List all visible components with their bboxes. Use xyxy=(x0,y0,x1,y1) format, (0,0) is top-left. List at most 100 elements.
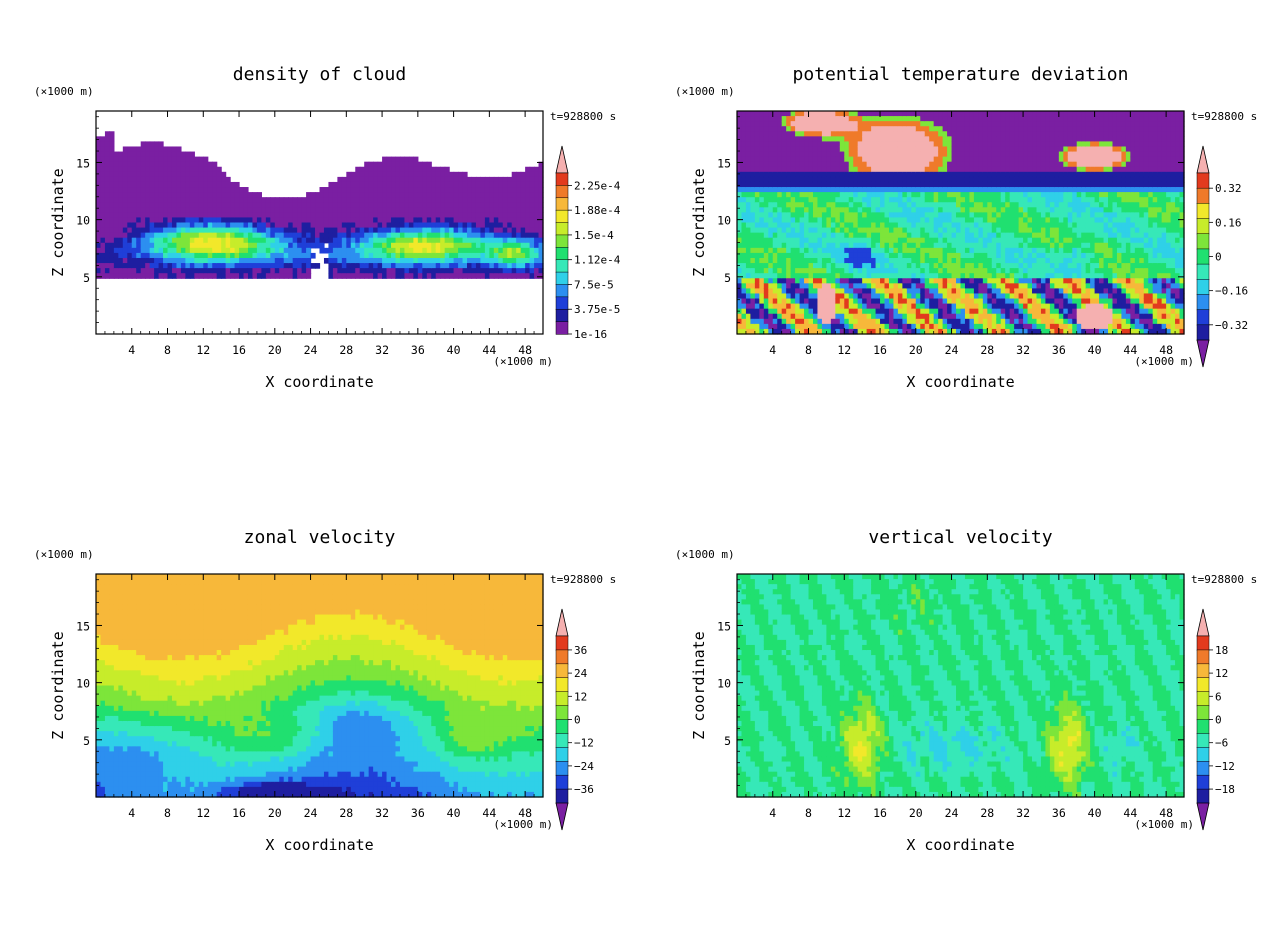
field-cell xyxy=(996,141,1002,148)
field-cell xyxy=(942,116,948,122)
field-cell xyxy=(1005,318,1011,325)
field-cell xyxy=(292,202,298,208)
field-cell xyxy=(964,227,971,234)
field-cell xyxy=(230,222,236,229)
field-cell xyxy=(502,273,508,279)
field-cell xyxy=(812,247,819,254)
field-cell xyxy=(1000,131,1006,137)
field-cell xyxy=(516,257,522,264)
field-cell xyxy=(741,126,747,132)
x-tick-label: 36 xyxy=(411,343,425,357)
field-cell xyxy=(511,187,517,193)
field-cell xyxy=(458,222,464,229)
field-cell xyxy=(884,293,890,300)
field-cell xyxy=(1000,116,1006,122)
field-cell xyxy=(207,212,213,219)
field-cell xyxy=(795,161,801,168)
field-cell xyxy=(821,263,827,269)
field-cell xyxy=(871,202,877,208)
field-cell xyxy=(511,268,517,274)
field-cell xyxy=(893,166,899,173)
field-cell xyxy=(511,171,517,178)
field-cell xyxy=(462,207,468,213)
field-cell xyxy=(96,146,102,153)
field-cell xyxy=(1000,288,1006,295)
field-cell xyxy=(207,227,213,234)
field-cell xyxy=(938,141,944,148)
field-cell xyxy=(897,207,903,213)
field-cell xyxy=(100,247,106,254)
field-cell xyxy=(475,217,482,224)
field-cell xyxy=(1009,202,1015,208)
field-cell xyxy=(804,202,810,208)
field-cell xyxy=(835,192,841,198)
field-cell xyxy=(221,192,227,198)
field-cell xyxy=(395,192,401,198)
field-cell xyxy=(525,222,531,229)
field-cell xyxy=(534,242,540,249)
field-cell xyxy=(862,197,868,203)
field-cell xyxy=(395,232,401,239)
field-cell xyxy=(453,187,459,193)
field-cell xyxy=(444,227,450,234)
field-cell xyxy=(346,202,352,208)
field-cell xyxy=(750,288,756,295)
field-cell xyxy=(897,126,903,132)
field-cell xyxy=(1000,111,1006,117)
field-cell xyxy=(252,257,258,264)
field-cell xyxy=(781,111,787,117)
field-cell xyxy=(956,131,962,137)
field-cell xyxy=(444,171,450,178)
field-cell xyxy=(817,242,823,249)
field-cell xyxy=(982,146,988,153)
field-cell xyxy=(538,222,544,229)
field-cell xyxy=(373,263,379,269)
field-cell xyxy=(131,202,137,208)
field-cell xyxy=(991,121,997,127)
field-cell xyxy=(737,202,743,208)
field-cell xyxy=(216,252,222,259)
field-cell xyxy=(942,151,948,158)
field-cell xyxy=(987,126,993,132)
field-cell xyxy=(453,202,459,208)
field-cell xyxy=(431,227,437,234)
field-cell xyxy=(377,232,383,239)
field-cell xyxy=(768,141,774,148)
field-cell xyxy=(750,181,756,188)
field-cell xyxy=(207,161,213,168)
field-cell xyxy=(982,131,988,137)
field-cell xyxy=(239,212,245,219)
field-cell xyxy=(982,268,988,274)
field-cell xyxy=(163,146,169,153)
field-cell xyxy=(906,273,912,279)
field-cell xyxy=(230,247,236,254)
field-cell xyxy=(853,328,859,335)
field-cell xyxy=(786,247,792,254)
field-cell xyxy=(951,192,957,198)
field-cell xyxy=(243,263,249,269)
field-cell xyxy=(875,283,881,289)
field-cell xyxy=(768,121,774,127)
field-cell xyxy=(140,202,146,208)
field-cell xyxy=(786,141,792,148)
field-cell xyxy=(777,176,783,183)
field-cell xyxy=(511,257,517,264)
field-cell xyxy=(520,217,526,224)
field-cell xyxy=(754,263,760,269)
field-cell xyxy=(808,323,814,330)
field-cell xyxy=(185,252,191,259)
field-cell xyxy=(772,146,778,153)
field-cell xyxy=(781,273,787,279)
field-cell xyxy=(332,227,338,234)
field-cell xyxy=(942,303,948,310)
field-cell xyxy=(781,197,787,203)
field-cell xyxy=(484,273,490,279)
field-cell xyxy=(256,268,262,274)
field-cell xyxy=(435,257,441,264)
field-cell xyxy=(395,227,401,234)
field-cell xyxy=(763,126,769,132)
field-cell xyxy=(140,212,146,219)
field-cell xyxy=(310,242,316,249)
field-cell xyxy=(884,151,890,158)
field-cell xyxy=(337,227,343,234)
